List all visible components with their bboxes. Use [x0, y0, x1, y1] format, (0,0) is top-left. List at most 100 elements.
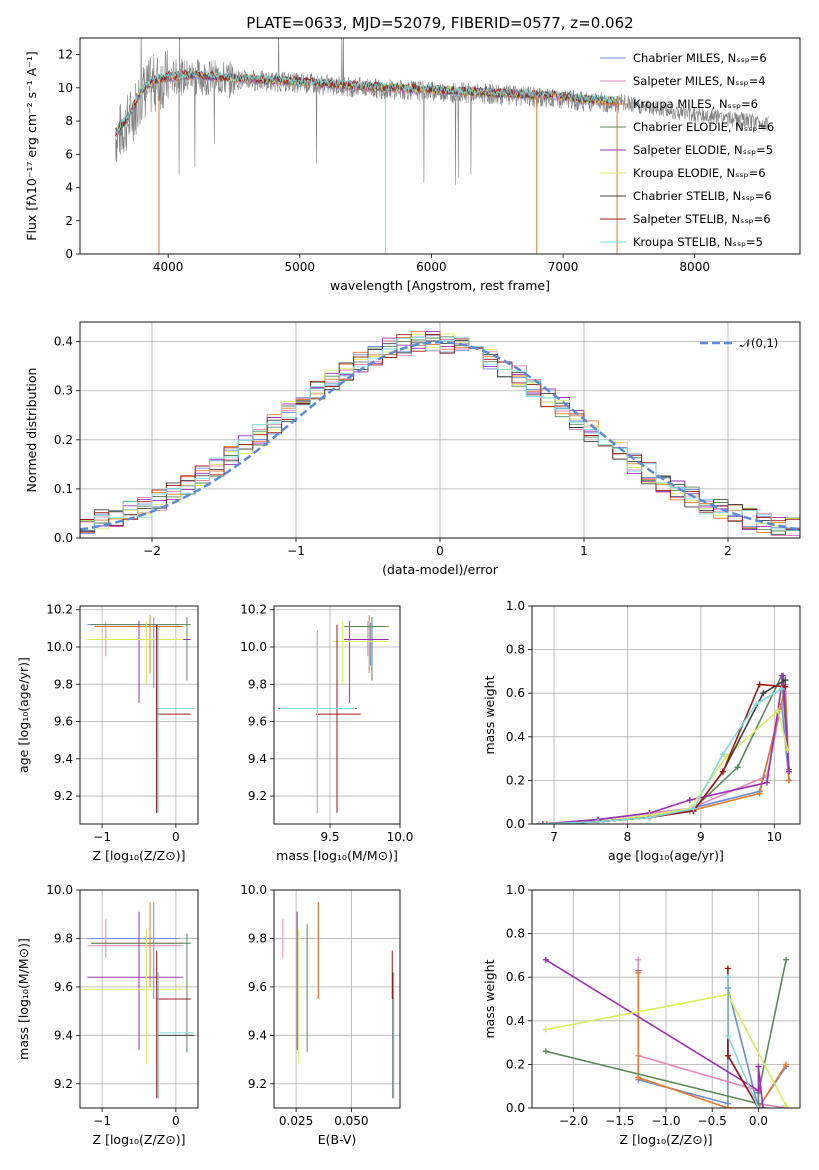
- plot-area: [282, 902, 395, 1099]
- x-tick-label: −2: [143, 544, 161, 558]
- legend-entry: 𝒩(0,1): [740, 336, 778, 350]
- axes-frame: [273, 889, 401, 1109]
- legend-entry: Chabrier ELODIE, Nₛₛₚ=6: [633, 120, 774, 134]
- plot-area: [278, 615, 389, 813]
- y-tick-label: 9.2: [248, 1077, 267, 1091]
- x-tick-label: −1: [93, 830, 111, 844]
- x-tick-label: 10.0: [387, 830, 414, 844]
- y-tick-label: 9.8: [248, 677, 267, 691]
- y-tick-label: 9.2: [54, 1077, 73, 1091]
- axes-frame: [79, 37, 801, 255]
- y-axis-label: age [log₁₀(age/yr)]: [16, 657, 31, 773]
- y-tick-label: 0.1: [54, 482, 73, 496]
- age-vs-mass-panel: 9.5 10.0 9.2 9.4 9.6 9.8 10.0 10.2 mass [log₁₀(M…: [240, 603, 413, 863]
- mass-weight-line: [539, 688, 783, 824]
- residual-histogram: [80, 336, 800, 532]
- y-tick-label: 4: [65, 181, 73, 195]
- mass-weight-line: [539, 703, 790, 824]
- mass-weight-line: [637, 972, 787, 1108]
- y-tick-label: 10.0: [240, 883, 267, 897]
- mass-weight-line: [542, 675, 790, 824]
- plot-area: [542, 956, 790, 1108]
- y-tick-label: 10.2: [240, 603, 267, 617]
- x-tick-label: 7000: [548, 260, 579, 274]
- y-axis-label: mass weight: [482, 959, 497, 1038]
- y-tick-label: 0.0: [506, 817, 525, 831]
- x-tick-label: 8: [624, 830, 632, 844]
- y-tick-label: 10.0: [46, 883, 73, 897]
- legend-entry: Salpeter MILES, Nₛₛₚ=4: [633, 74, 766, 88]
- x-tick-label: 1: [580, 544, 588, 558]
- axes-frame: [273, 605, 401, 825]
- plot-area: [536, 672, 792, 824]
- y-tick-label: 9.4: [248, 1028, 267, 1042]
- y-tick-label: 9.4: [248, 752, 267, 766]
- y-tick-label: 12: [58, 48, 73, 62]
- plot-area: [80, 331, 800, 536]
- x-tick-label: 0.0: [749, 1114, 768, 1128]
- x-axis-label: wavelength [Angstrom, rest frame]: [330, 278, 550, 293]
- y-tick-label: 9.6: [54, 980, 73, 994]
- x-tick-label: 0: [436, 544, 444, 558]
- x-tick-label: 2: [724, 544, 732, 558]
- x-tick-label: 0: [172, 830, 180, 844]
- axes-frame: [79, 605, 199, 825]
- x-axis-label: mass [log₁₀(M/M⊙)]: [276, 848, 398, 863]
- y-tick-label: 10.0: [240, 640, 267, 654]
- plot-area: [83, 902, 195, 1099]
- weight-vs-Z-panel: −2.0 −1.5 −1.0 −0.5 0.0 0.0 0.2 0.4 0.6 0.8 1.0 Z […: [482, 883, 801, 1147]
- y-axis-label: mass weight: [482, 675, 497, 754]
- y-tick-label: 1.0: [506, 883, 525, 897]
- y-tick-label: 0.8: [506, 643, 525, 657]
- x-tick-label: 4000: [153, 260, 184, 274]
- y-tick-label: 8: [65, 114, 73, 128]
- y-tick-label: 0.4: [506, 730, 525, 744]
- y-tick-label: 10.2: [46, 603, 73, 617]
- residuals-panel: −2 −1 0 1 2 0.0 0.1 0.2 0.3 0.4 (data-model)/error…: [24, 321, 801, 577]
- y-tick-label: 9.8: [54, 931, 73, 945]
- x-tick-label: −1.5: [605, 1114, 634, 1128]
- y-tick-label: 9.8: [54, 677, 73, 691]
- x-tick-label: 10: [767, 830, 782, 844]
- plot-area: [87, 615, 195, 813]
- x-tick-label: 9: [697, 830, 705, 844]
- mass-weight-line: [539, 672, 790, 824]
- mass-weight-line: [539, 679, 786, 824]
- y-tick-label: 0.0: [506, 1101, 525, 1115]
- x-tick-label: −2.0: [559, 1114, 588, 1128]
- mass-weight-line: [545, 959, 764, 1108]
- x-tick-label: 6000: [416, 260, 447, 274]
- x-axis-label: age [log₁₀(age/yr)]: [608, 848, 724, 863]
- y-tick-label: 0.6: [506, 970, 525, 984]
- x-axis-label: (data-model)/error: [382, 562, 499, 577]
- y-tick-label: 0.2: [506, 1057, 525, 1071]
- x-tick-label: 0: [172, 1114, 180, 1128]
- y-tick-label: 0.2: [506, 773, 525, 787]
- legend: Chabrier MILES, Nₛₛₚ=6 Salpeter MILES, Nₛ…: [600, 51, 774, 249]
- y-axis-label: Flux [fλ10⁻¹⁷ erg cm⁻² s⁻¹ A⁻¹]: [24, 51, 39, 240]
- legend: 𝒩(0,1): [700, 336, 778, 350]
- x-axis-label: Z [log₁₀(Z/Z⊙)]: [620, 1132, 713, 1147]
- y-tick-label: 0.0: [54, 531, 73, 545]
- y-tick-label: 0.6: [506, 686, 525, 700]
- mass-weight-line: [539, 709, 789, 824]
- x-tick-label: −1.0: [651, 1114, 680, 1128]
- model-spectrum-line: [115, 68, 619, 134]
- y-tick-label: 0.2: [54, 433, 73, 447]
- figure-title: PLATE=0633, MJD=52079, FIBERID=0577, z=0…: [246, 14, 633, 32]
- y-tick-label: 1.0: [506, 599, 525, 613]
- x-axis-label: Z [log₁₀(Z/Z⊙)]: [93, 848, 186, 863]
- spectrum-panel: 4000 5000 6000 7000 8000 0 2 4 6 8 10 12 wavelength …: [24, 37, 801, 293]
- axes-frame: [531, 605, 801, 825]
- observed-spectrum-line: [115, 38, 769, 185]
- y-tick-label: 6: [65, 147, 73, 161]
- x-axis-label: Z [log₁₀(Z/Z⊙)]: [93, 1132, 186, 1147]
- mass-vs-ebv-panel: 0.025 0.050 9.2 9.4 9.6 9.8 10.0 E(B-V): [240, 883, 401, 1147]
- y-tick-label: 9.4: [54, 752, 73, 766]
- x-tick-label: −1: [287, 544, 305, 558]
- y-tick-label: 0.8: [506, 927, 525, 941]
- legend-entry: Chabrier MILES, Nₛₛₚ=6: [633, 51, 767, 65]
- y-tick-label: 9.2: [248, 789, 267, 803]
- legend-entry: Kroupa ELODIE, Nₛₛₚ=6: [633, 166, 766, 180]
